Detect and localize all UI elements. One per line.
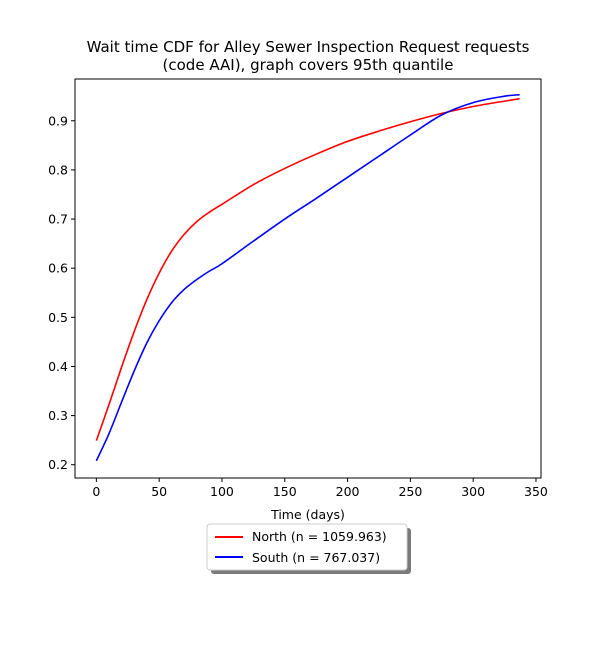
x-tick-label: 200 [336, 484, 360, 499]
y-tick-label: 0.6 [48, 261, 68, 276]
x-tick-label: 300 [461, 484, 485, 499]
legend-box [206, 523, 408, 571]
y-tick-label: 0.8 [48, 162, 68, 177]
y-tick-label: 0.4 [48, 359, 68, 374]
chart-title-line-1: Wait time CDF for Alley Sewer Inspection… [87, 38, 530, 56]
x-tick-label: 350 [524, 484, 548, 499]
y-tick-label: 0.3 [48, 408, 68, 423]
x-tick-label: 50 [151, 484, 167, 499]
x-tick-label: 150 [273, 484, 297, 499]
x-axis-label: Time (days) [270, 507, 345, 522]
y-tick-label: 0.2 [48, 457, 68, 472]
legend: North (n = 1059.963) South (n = 767.037) [206, 523, 411, 574]
x-tick-label: 100 [210, 484, 234, 499]
plot-area [74, 78, 542, 479]
x-tick-label: 0 [92, 484, 100, 499]
series-lines [95, 93, 520, 462]
x-axis-ticks: 0 50 100 150 200 250 300 350 [92, 478, 548, 499]
series-line-south [95, 93, 520, 462]
chart-title-line-2: (code AAI), graph covers 95th quantile [163, 56, 454, 74]
legend-label-north: North (n = 1059.963) [252, 529, 387, 544]
y-tick-label: 0.9 [48, 113, 68, 128]
legend-label-south: South (n = 767.037) [252, 550, 380, 565]
y-tick-label: 0.5 [48, 310, 68, 325]
x-tick-label: 250 [398, 484, 422, 499]
y-axis-ticks: 0.2 0.3 0.4 0.5 0.6 0.7 0.8 0.9 [48, 113, 75, 472]
y-tick-label: 0.7 [48, 212, 68, 227]
series-line-north [95, 97, 520, 441]
